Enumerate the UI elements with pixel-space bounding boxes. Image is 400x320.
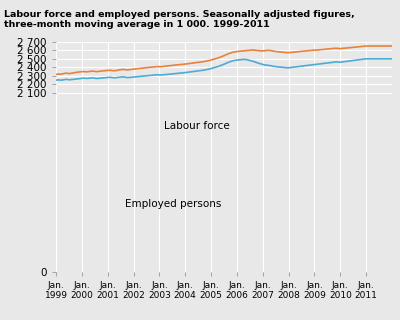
Text: Employed persons: Employed persons — [126, 199, 222, 210]
Text: Labour force: Labour force — [164, 121, 230, 131]
Text: Labour force and employed persons. Seasonally adjusted figures,
three-month movi: Labour force and employed persons. Seaso… — [4, 10, 355, 29]
